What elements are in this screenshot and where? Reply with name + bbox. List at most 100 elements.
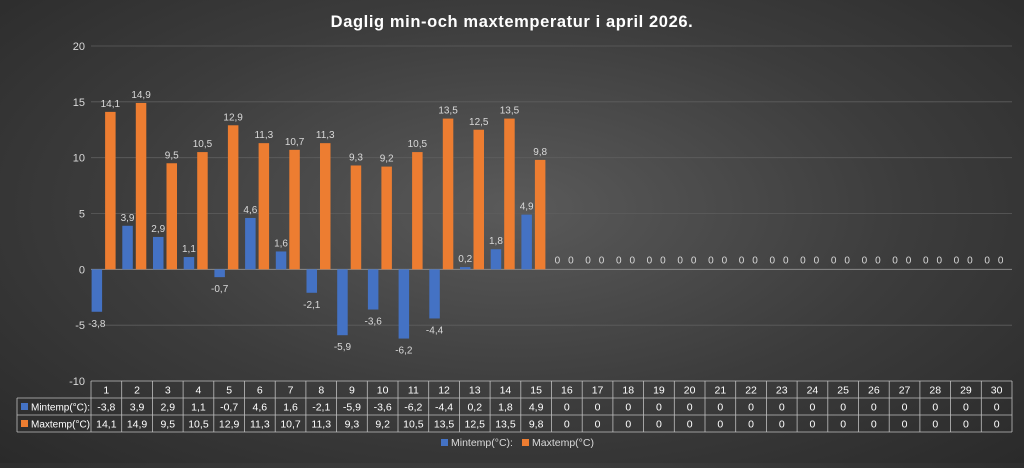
min-temp-data-label: 0 [616,255,622,266]
x-category-label: 22 [745,385,757,397]
y-tick-label: -5 [75,320,85,332]
max-table-cell: 11,3 [250,419,270,431]
max-temp-data-label: 0 [875,255,881,266]
max-table-cell: 0 [625,419,631,431]
min-temp-bar [153,236,164,270]
max-temp-data-label: 0 [660,255,666,266]
min-temp-bar [367,269,379,310]
legend: Mintemp(°C): Maxtemp(°C) [441,437,594,449]
max-temp-bar [412,152,423,270]
min-table-cell: 0 [564,402,570,414]
max-table-cell: 0 [717,419,723,431]
min-temp-bar [183,257,195,270]
max-temp-bar [258,143,270,270]
x-category-label: 9 [349,385,355,397]
max-temp-data-label: 0 [783,255,789,266]
max-temp-data-label: 0 [967,255,973,266]
min-table-cell: 0 [779,402,785,414]
min-table-cell: 1,1 [191,402,206,414]
max-temp-data-label: 13,5 [438,106,458,117]
x-category-label: 23 [776,385,788,397]
max-table-cell: 12,5 [465,419,486,431]
min-temp-data-label: 0 [831,255,837,266]
max-temp-data-label: 0 [599,255,605,266]
min-table-cell: -5,9 [343,402,361,414]
max-table-cell: 0 [871,419,877,431]
x-category-label: 13 [469,385,481,397]
min-temp-bar [337,269,348,336]
x-category-label: 30 [991,385,1003,397]
min-legend-label: Mintemp(°C): [451,437,513,449]
max-table-cell: 0 [595,419,601,431]
min-table-cell: 0 [656,402,662,414]
min-temp-bar [490,249,502,270]
max-table-cell: 9,8 [529,419,544,431]
min-temp-data-label: 0 [739,255,745,266]
max-temp-data-label: 10,5 [408,139,428,150]
min-temp-bar [214,269,225,278]
x-category-label: 1 [103,385,109,397]
max-temp-data-label: 0 [722,255,728,266]
x-category-label: 16 [561,385,573,397]
min-table-cell: -6,2 [404,402,422,414]
min-temp-data-label: 3,9 [121,213,135,224]
min-temp-data-label: 0 [923,255,929,266]
y-tick-label: 10 [73,153,85,165]
min-table-cell: 4,9 [529,402,544,414]
min-table-cell: -3,8 [97,402,115,414]
max-temp-data-label: 0 [691,255,697,266]
x-category-label: 27 [899,385,911,397]
min-table-cell: 0 [994,402,1000,414]
max-table-cell: 0 [840,419,846,431]
x-category-label: 24 [807,385,819,397]
max-table-cell: 10,5 [188,419,209,431]
min-series-swatch [21,403,28,410]
y-axis: -10 -5 0 5 10 15 20 [69,41,85,388]
max-temp-data-label: 0 [906,255,912,266]
min-temp-data-label: -6,2 [395,346,413,357]
min-table-cell: 0 [810,402,816,414]
min-table-cell: 0 [687,402,693,414]
max-table-cell: 14,9 [127,419,148,431]
min-table-cell: -3,6 [374,402,392,414]
y-tick-label: -10 [69,376,85,388]
min-table-cell: 0,2 [467,402,482,414]
max-table-cell: 0 [902,419,908,431]
max-temp-bar [135,102,147,270]
max-temp-bar [320,143,331,270]
min-temp-bar [460,267,471,270]
chart-title: Daglig min-och maxtemperatur i april 202… [331,13,694,31]
max-temp-bar [166,163,177,270]
max-legend-label: Maxtemp(°C) [532,437,594,449]
x-category-label: 17 [592,385,604,397]
min-temp-data-label: -0,7 [211,284,229,295]
y-tick-label: 5 [79,209,85,221]
min-table-cell: 0 [625,402,631,414]
gridlines [91,45,1012,326]
min-temp-bar [306,269,317,293]
min-table-cell: 0 [717,402,723,414]
max-temp-data-label: 9,3 [349,152,363,163]
x-category-label: 2 [134,385,140,397]
min-table-cell: 4,6 [253,402,268,414]
max-table-cell: 10,5 [403,419,424,431]
x-category-label: 18 [622,385,634,397]
y-tick-label: 20 [73,41,85,53]
min-temp-data-label: -5,9 [334,342,352,353]
min-table-cell: 2,9 [160,402,175,414]
min-temp-data-label: 1,6 [274,238,288,249]
x-category-label: 25 [837,385,849,397]
max-temp-data-label: 11,3 [254,130,273,141]
max-table-cell: 9,5 [160,419,175,431]
max-temp-data-label: 13,5 [500,106,520,117]
x-category-label: 4 [196,385,202,397]
min-temp-data-label: 1,8 [489,236,503,247]
max-table-cell: 0 [994,419,1000,431]
min-table-cell: 0 [963,402,969,414]
max-table-cell: 0 [687,419,693,431]
max-temp-data-label: 12,5 [469,117,489,128]
min-temp-bar [429,269,440,319]
max-table-cell: 0 [564,419,570,431]
max-temp-data-label: 0 [752,255,758,266]
